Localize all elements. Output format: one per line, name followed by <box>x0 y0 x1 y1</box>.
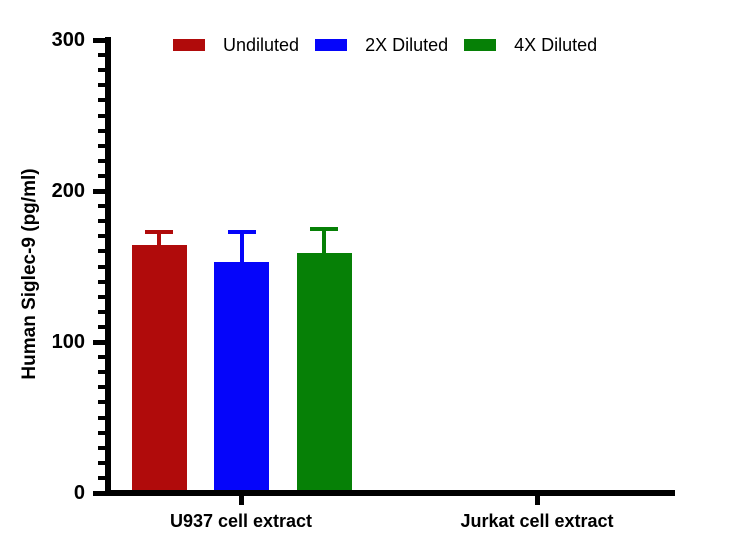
y-minor-tick <box>98 324 105 329</box>
y-minor-tick <box>98 53 105 58</box>
chart-legend: Undiluted 2X Diluted 4X Diluted <box>173 34 597 56</box>
y-major-tick <box>93 188 105 194</box>
y-axis-line <box>105 37 111 496</box>
y-minor-tick <box>98 68 105 73</box>
y-minor-tick <box>98 309 105 314</box>
legend-swatch-undiluted-icon <box>173 39 205 51</box>
y-minor-tick <box>98 234 105 239</box>
legend-item-undiluted: Undiluted <box>173 34 299 56</box>
x-category-tick-0 <box>239 496 244 505</box>
y-minor-tick <box>98 143 105 148</box>
y-minor-tick <box>98 370 105 375</box>
y-minor-tick <box>98 415 105 420</box>
y-minor-tick <box>98 113 105 118</box>
error-bar-stem-2x-diluted <box>239 231 244 262</box>
x-axis-line <box>105 490 675 496</box>
y-minor-tick <box>98 158 105 163</box>
y-minor-tick <box>98 83 105 88</box>
y-minor-tick <box>98 204 105 209</box>
y-minor-tick <box>98 355 105 360</box>
y-minor-tick <box>98 264 105 269</box>
y-minor-tick <box>98 430 105 435</box>
bar-undiluted-u937-cell-extract <box>131 245 187 490</box>
legend-label-undiluted: Undiluted <box>223 35 300 55</box>
y-major-tick <box>93 490 105 496</box>
y-minor-tick <box>98 445 105 450</box>
y-major-tick <box>93 37 105 43</box>
x-category-tick-1 <box>534 496 540 505</box>
legend-swatch-2x-diluted-icon <box>315 39 348 51</box>
y-tick-label: 200 <box>51 180 85 202</box>
legend-item-2x-diluted: 2X Diluted <box>315 34 448 56</box>
legend-label-4x-diluted: 4X Diluted <box>514 35 598 55</box>
y-tick-label: 100 <box>51 331 85 353</box>
y-minor-tick <box>98 98 105 103</box>
bar-4x-diluted-u937-cell-extract <box>296 252 352 490</box>
bar-2x-diluted-u937-cell-extract <box>214 262 269 490</box>
x-category-label-jurkat: Jurkat cell extract <box>460 511 614 531</box>
y-minor-tick <box>98 475 105 480</box>
y-minor-tick <box>98 294 105 299</box>
legend-swatch-4x-diluted-icon <box>464 39 497 51</box>
error-bar-cap-undiluted <box>145 229 173 234</box>
y-minor-tick <box>98 249 105 254</box>
y-tick-label: 300 <box>51 29 85 51</box>
y-minor-tick <box>98 385 105 390</box>
y-minor-tick <box>98 279 105 284</box>
error-bar-cap-4x-diluted <box>310 226 338 231</box>
x-category-label-u937: U937 cell extract <box>169 511 313 531</box>
y-minor-tick <box>98 128 105 133</box>
error-bar-stem-4x-diluted <box>322 228 326 253</box>
y-minor-tick <box>98 173 105 178</box>
y-minor-tick <box>98 460 105 465</box>
error-bar-cap-2x-diluted <box>227 229 256 234</box>
y-major-tick <box>93 339 105 345</box>
y-tick-label: 0 <box>73 482 85 504</box>
y-minor-tick <box>98 400 105 405</box>
error-bar-stem-undiluted <box>157 231 161 246</box>
legend-item-4x-diluted: 4X Diluted <box>464 34 597 56</box>
y-minor-tick <box>98 219 105 224</box>
legend-label-2x-diluted: 2X Diluted <box>365 35 449 55</box>
